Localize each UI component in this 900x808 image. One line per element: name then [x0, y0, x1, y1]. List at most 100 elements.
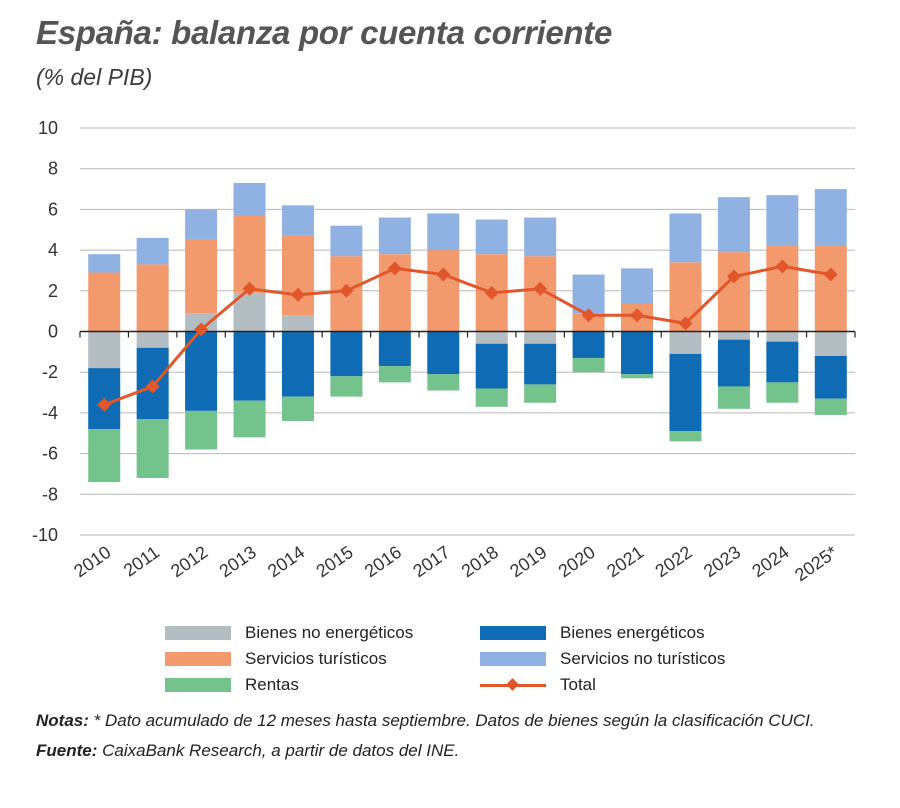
x-tick-label: 2012 [167, 542, 211, 581]
bar-servicios_turisticos [427, 250, 460, 332]
bar-servicios_turisticos [233, 215, 266, 293]
bar-servicios_no_turisticos [621, 268, 654, 304]
bar-rentas [330, 376, 363, 397]
legend-item-total: Total [480, 674, 596, 696]
x-tick-label: 2020 [555, 542, 599, 581]
bar-servicios_turisticos [572, 313, 605, 332]
source-label: Fuente: [36, 741, 98, 760]
x-tick-label: 2025* [791, 542, 841, 585]
y-tick-label: -4 [42, 403, 58, 423]
legend-label-bienes-energeticos: Bienes energéticos [560, 623, 705, 642]
total-point [339, 283, 354, 298]
bar-bienes_energeticos [717, 339, 750, 387]
bar-servicios_turisticos [185, 239, 218, 314]
bar-servicios_no_turisticos [814, 189, 847, 247]
bar-servicios_no_turisticos [378, 217, 411, 255]
bar-servicios_no_turisticos [233, 182, 266, 216]
y-tick-label: 0 [48, 322, 58, 342]
y-tick-label: 6 [48, 199, 58, 219]
total-point [678, 316, 693, 331]
legend-item-rentas: Rentas [165, 674, 299, 696]
x-tick-label: 2023 [700, 542, 744, 581]
bar-bienes_no_energeticos [717, 331, 750, 340]
y-tick-label: -2 [42, 362, 58, 382]
legend-label-servicios-turisticos: Servicios turísticos [245, 649, 387, 668]
bar-rentas [185, 410, 218, 450]
total-point [581, 308, 596, 323]
bar-bienes_energeticos [185, 331, 218, 411]
legend-label-total: Total [560, 675, 596, 694]
bar-servicios_no_turisticos [281, 205, 314, 236]
total-point [145, 379, 160, 394]
total-point [775, 259, 790, 274]
y-tick-label: -6 [42, 444, 58, 464]
total-line [103, 264, 832, 407]
bar-rentas [427, 374, 460, 391]
bar-servicios_no_turisticos [330, 225, 363, 257]
legend-label-bienes-no-energeticos: Bienes no energéticos [245, 623, 414, 642]
x-tick-label: 2015 [312, 542, 356, 581]
bar-rentas [572, 357, 605, 373]
total-point [97, 397, 112, 412]
bar-servicios_turisticos [281, 235, 314, 316]
bar-bienes_energeticos [330, 331, 363, 377]
bar-bienes_energeticos [669, 353, 702, 432]
total-point [823, 267, 838, 282]
source-text: CaixaBank Research, a partir de datos de… [97, 741, 460, 760]
total-point [726, 269, 741, 284]
bar-servicios_no_turisticos [717, 197, 750, 253]
total-point [484, 285, 499, 300]
x-tick-label: 2014 [264, 542, 308, 581]
bar-bienes_energeticos [766, 341, 799, 383]
total-point [242, 281, 257, 296]
y-tick-label: 4 [48, 240, 58, 260]
chart-subtitle: (% del PIB) [36, 64, 153, 90]
bar-bienes_energeticos [233, 331, 266, 401]
bar-servicios_turisticos [136, 264, 169, 332]
bar-rentas [621, 374, 654, 379]
bar-servicios_no_turisticos [427, 213, 460, 251]
bar-servicios_turisticos [88, 272, 121, 332]
bar-bienes_no_energeticos [136, 331, 169, 348]
legend-item-servicios-no-turisticos: Servicios no turísticos [480, 648, 725, 670]
x-tick-label: 2011 [120, 542, 163, 581]
bar-rentas [136, 419, 169, 479]
chart-title: España: balanza por cuenta corriente [36, 14, 613, 51]
bar-bienes_energeticos [281, 331, 314, 397]
bar-servicios_no_turisticos [136, 237, 169, 265]
chart-notes: Notas: * Dato acumulado de 12 meses hast… [36, 711, 815, 731]
bar-bienes_no_energeticos [88, 331, 121, 369]
x-tick-label: 2016 [361, 542, 405, 581]
x-tick-label: 2021 [603, 542, 647, 581]
notes-text: * Dato acumulado de 12 meses hasta septi… [88, 711, 815, 730]
total-point [387, 261, 402, 276]
x-tick-label: 2010 [70, 542, 114, 581]
chart-source: Fuente: CaixaBank Research, a partir de … [36, 741, 459, 761]
legend-swatch-servicios-no-turisticos [480, 652, 546, 666]
bar-servicios_no_turisticos [669, 213, 702, 263]
bar-bienes_energeticos [378, 331, 411, 367]
legend-label-rentas: Rentas [245, 675, 299, 694]
bar-bienes_energeticos [621, 331, 654, 375]
legend-swatch-bienes-no-energeticos [165, 626, 231, 640]
bar-servicios_no_turisticos [766, 195, 799, 247]
y-tick-label: 8 [48, 159, 58, 179]
y-tick-label: 2 [48, 281, 58, 301]
bar-bienes_no_energeticos [185, 313, 218, 332]
x-tick-label: 2024 [748, 542, 792, 581]
legend-line-total [480, 678, 546, 692]
total-point [290, 287, 305, 302]
legend-label-servicios-no-turisticos: Servicios no turísticos [560, 649, 726, 668]
total-point [630, 308, 645, 323]
bar-bienes_no_energeticos [524, 331, 557, 344]
total-point [533, 281, 548, 296]
bar-servicios_no_turisticos [524, 217, 557, 257]
y-tick-label: -10 [32, 525, 58, 545]
total-point [194, 322, 209, 337]
bar-rentas [475, 388, 508, 407]
bar-servicios_no_turisticos [475, 219, 508, 255]
bar-rentas [717, 386, 750, 409]
bar-rentas [378, 366, 411, 383]
legend-item-servicios-turisticos: Servicios turísticos [165, 648, 387, 670]
